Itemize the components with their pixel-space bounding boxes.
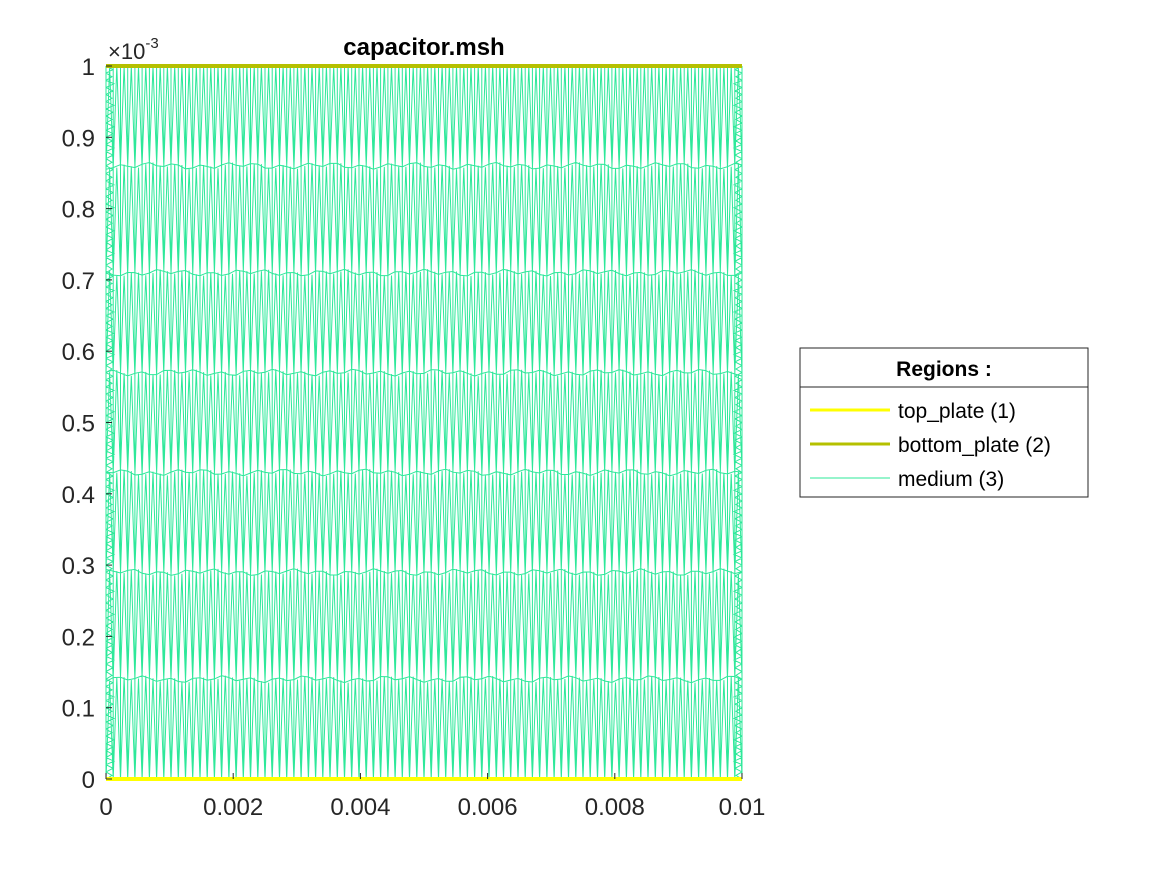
y-tick-label: 0.7 <box>62 268 95 295</box>
y-tick-label: 0 <box>82 767 95 794</box>
legend-entry-label: bottom_plate (2) <box>898 434 1051 457</box>
x-tick-label: 0.01 <box>719 794 766 821</box>
y-tick-label: 0.3 <box>62 553 95 580</box>
y-tick-label: 1 <box>82 54 95 81</box>
y-exponent-power: -3 <box>145 35 158 52</box>
legend-entries: top_plate (1) bottom_plate (2) medium (3) <box>810 400 1051 491</box>
legend-entry-label: top_plate (1) <box>898 400 1016 423</box>
y-tick-label: 0.6 <box>62 339 95 366</box>
x-tick-label: 0.008 <box>585 794 645 821</box>
x-tick-label: 0.004 <box>330 794 390 821</box>
x-tick-label: 0.002 <box>203 794 263 821</box>
y-tick-label: 0.9 <box>62 125 95 152</box>
y-exponent-base: ×10 <box>108 39 145 64</box>
y-axis: 0 0.1 0.2 0.3 0.4 0.5 0.6 0.7 0.8 0.9 1 <box>62 54 112 794</box>
x-axis: 0 0.002 0.004 0.006 0.008 0.01 <box>99 773 765 821</box>
x-tick-label: 0 <box>99 794 112 821</box>
legend-title: Regions : <box>896 358 992 381</box>
y-tick-label: 0.8 <box>62 197 95 224</box>
y-tick-label: 0.2 <box>62 624 95 651</box>
chart-title: capacitor.msh <box>343 34 504 61</box>
y-tick-label: 0.5 <box>62 411 95 438</box>
legend: Regions : top_plate (1) bottom_plate (2) m… <box>799 347 1089 498</box>
y-exponent-label: ×10-3 <box>108 35 159 64</box>
x-tick-label: 0.006 <box>458 794 518 821</box>
legend-entry-label: medium (3) <box>898 468 1004 491</box>
y-tick-label: 0.4 <box>62 482 95 509</box>
plot-area <box>105 64 743 781</box>
legend-box <box>799 347 1089 498</box>
boundary-layer <box>106 64 742 781</box>
y-tick-label: 0.1 <box>62 696 95 723</box>
